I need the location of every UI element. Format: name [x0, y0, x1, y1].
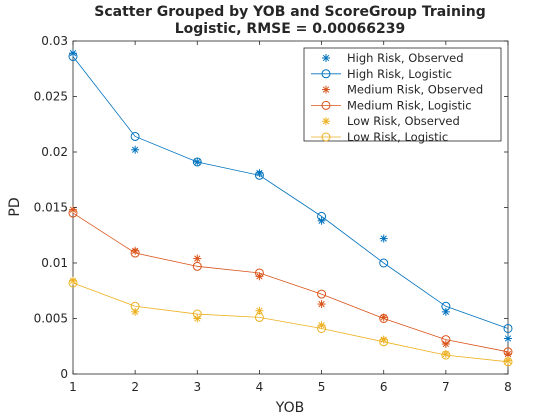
data-point	[504, 334, 512, 343]
y-tick-label: 0.01	[41, 256, 68, 270]
data-point	[192, 309, 202, 319]
legend-label: Low Risk, Logistic	[347, 130, 448, 144]
data-point	[254, 268, 264, 278]
data-point	[255, 306, 264, 315]
x-tick-label: 8	[504, 380, 512, 394]
data-point	[68, 52, 78, 62]
legend-swatch-marker	[322, 117, 330, 126]
legend-item: Medium Risk, Logistic	[311, 98, 472, 112]
legend-label: Medium Risk, Observed	[347, 83, 483, 97]
data-point	[503, 323, 513, 333]
legend-label: High Risk, Observed	[347, 51, 464, 65]
y-tick-label: 0	[60, 367, 68, 381]
data-point	[441, 301, 451, 311]
series-1	[68, 52, 513, 333]
x-axis-ticks: 1 2 3 4 5 6 7 8	[69, 41, 512, 394]
data-point	[254, 312, 264, 322]
data-point	[68, 208, 78, 218]
series-5	[68, 278, 513, 367]
legend-swatch-marker	[322, 85, 330, 94]
data-point	[503, 347, 513, 357]
legend-box	[303, 47, 502, 142]
legend-swatch-marker	[321, 100, 331, 110]
data-point	[130, 301, 140, 311]
y-tick-label: 0.02	[41, 145, 68, 159]
y-tick-label: 0.025	[34, 90, 68, 104]
legend-items: High Risk, Observed High Risk, Logistic Me…	[311, 51, 483, 144]
x-tick-label: 5	[318, 380, 326, 394]
x-tick-label: 4	[256, 380, 264, 394]
legend: High Risk, Observed High Risk, Logistic Me…	[303, 47, 502, 144]
legend-swatch-marker	[321, 132, 331, 142]
data-point	[192, 261, 202, 271]
data-point	[441, 350, 450, 359]
data-point	[504, 356, 512, 365]
x-tick-label: 1	[69, 380, 77, 394]
legend-label: Low Risk, Observed	[347, 114, 460, 128]
series-3	[68, 208, 513, 357]
legend-label: Medium Risk, Logistic	[347, 98, 472, 112]
x-tick-label: 2	[131, 380, 139, 394]
data-point	[503, 357, 513, 367]
y-tick-label: 0.015	[34, 201, 68, 215]
x-tick-label: 7	[442, 380, 450, 394]
series-line	[72, 212, 509, 353]
data-point	[317, 323, 327, 333]
legend-item: High Risk, Observed	[322, 51, 464, 65]
x-tick-label: 3	[193, 380, 201, 394]
data-point	[317, 289, 327, 299]
data-point	[379, 337, 389, 347]
legend-item: Medium Risk, Observed	[322, 83, 483, 97]
y-axis-label: PD	[7, 197, 23, 216]
data-point	[193, 254, 202, 263]
chart-title-line-2: Logistic, RMSE = 0.00066239	[175, 21, 406, 37]
data-point	[68, 278, 78, 288]
legend-swatch-marker	[321, 69, 331, 79]
legend-item: Low Risk, Observed	[322, 114, 460, 128]
series-line	[72, 56, 509, 329]
data-point	[192, 157, 202, 167]
data-point	[130, 131, 140, 141]
x-axis-label: YOB	[275, 400, 304, 416]
x-tick-label: 6	[380, 380, 388, 394]
data-point	[130, 248, 140, 258]
series-layer	[68, 49, 513, 367]
data-point	[441, 350, 451, 360]
y-tick-label: 0.005	[34, 312, 68, 326]
legend-label: High Risk, Logistic	[347, 67, 452, 81]
data-point	[131, 145, 140, 154]
y-tick-label: 0.03	[41, 34, 68, 48]
data-point	[254, 170, 264, 180]
data-point	[317, 211, 327, 221]
data-point	[379, 234, 388, 243]
legend-swatch-marker	[322, 54, 330, 62]
data-point	[379, 314, 389, 323]
data-point	[317, 300, 326, 309]
y-axis-ticks: 0 0.005 0.01 0.015 0.02 0.025 0.03	[34, 34, 508, 381]
data-point	[441, 335, 451, 345]
series-line	[72, 282, 509, 363]
data-point	[379, 258, 389, 268]
legend-item: Low Risk, Logistic	[311, 130, 448, 144]
chart-title-line-1: Scatter Grouped by YOB and ScoreGroup Tr…	[94, 4, 486, 20]
legend-item: High Risk, Logistic	[311, 67, 452, 81]
